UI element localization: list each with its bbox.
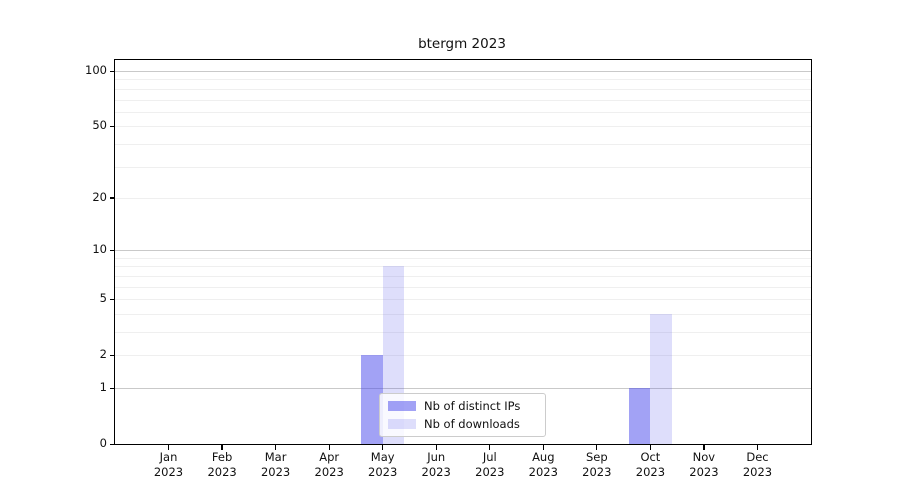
minor-gridline <box>115 257 811 259</box>
y-tick-label: 2 <box>99 347 107 362</box>
y-tick-mark <box>110 354 114 357</box>
x-tick-label: Jun 2023 <box>421 450 451 479</box>
x-tick-label: Sep 2023 <box>582 450 612 479</box>
y-tick-label: 100 <box>85 63 107 77</box>
legend-row: Nb of downloads <box>380 417 545 432</box>
x-tick-label: Nov 2023 <box>689 450 719 479</box>
x-tick-label: Dec 2023 <box>742 450 773 479</box>
x-tick-mark <box>542 445 544 450</box>
chart-title: btergm 2023 <box>418 36 506 52</box>
minor-gridline <box>115 313 811 315</box>
minor-gridline <box>115 143 811 145</box>
x-tick-mark <box>435 445 437 450</box>
x-tick-label: Jul 2023 <box>475 450 505 479</box>
minor-gridline <box>115 266 811 268</box>
y-tick-mark <box>110 249 114 252</box>
x-tick-mark <box>703 445 705 450</box>
minor-gridline <box>115 111 811 113</box>
x-tick-label: Feb 2023 <box>207 450 237 479</box>
legend-label-downloads: Nb of downloads <box>424 417 520 431</box>
y-tick-mark <box>110 197 114 199</box>
minor-gridline <box>115 355 811 357</box>
x-tick-mark <box>382 445 384 450</box>
minor-gridline <box>115 332 811 333</box>
minor-gridline <box>115 275 811 277</box>
x-tick-mark <box>489 445 491 450</box>
legend: Nb of distinct IPs Nb of downloads <box>379 393 546 437</box>
x-tick-label: Jan 2023 <box>153 450 184 479</box>
x-tick-label: Oct 2023 <box>635 450 666 479</box>
y-tick-mark <box>110 387 114 389</box>
x-tick-mark <box>649 445 652 450</box>
x-tick-label: May 2023 <box>368 450 398 479</box>
major-gridline <box>115 388 811 389</box>
minor-gridline <box>115 286 811 288</box>
minor-gridline <box>115 126 811 128</box>
bar-oct-downloads <box>650 313 672 444</box>
y-tick-label: 10 <box>92 242 107 257</box>
y-tick-label: 20 <box>92 189 107 204</box>
minor-gridline <box>115 79 811 81</box>
y-tick-label: 1 <box>99 380 107 394</box>
x-tick-mark <box>328 445 330 450</box>
minor-gridline <box>115 88 811 90</box>
x-tick-mark <box>274 445 277 450</box>
legend-label-distinct-ips: Nb of distinct IPs <box>424 399 521 413</box>
minor-gridline <box>115 197 811 199</box>
major-gridline <box>115 71 811 72</box>
y-tick-mark <box>110 443 114 445</box>
y-tick-mark <box>110 70 114 72</box>
x-tick-label: Aug 2023 <box>528 450 558 479</box>
legend-row: Nb of distinct IPs <box>380 399 545 414</box>
y-tick-label: 0 <box>99 436 107 450</box>
major-gridline <box>115 250 811 252</box>
x-tick-mark <box>596 445 598 450</box>
x-tick-mark <box>221 445 223 450</box>
y-tick-label: 50 <box>92 118 107 133</box>
plot-area: 0 1 2 5 10 20 50 100 Jan 2023 Feb 2023 Mar 2023 Apr 202… <box>85 59 812 479</box>
minor-gridline <box>115 166 811 168</box>
bar-oct-distinct-ips <box>629 388 651 444</box>
minor-gridline <box>115 299 811 301</box>
legend-swatch-distinct-ips <box>388 401 416 411</box>
bar-may-distinct-ips <box>361 355 383 444</box>
y-tick-label: 5 <box>99 291 107 306</box>
x-tick-label: Mar 2023 <box>260 450 291 479</box>
minor-gridline <box>115 99 811 101</box>
y-tick-mark <box>110 298 114 301</box>
x-tick-label: Apr 2023 <box>314 450 344 479</box>
x-tick-mark <box>167 445 170 450</box>
legend-swatch-downloads <box>388 419 416 429</box>
y-tick-mark <box>110 125 114 128</box>
x-tick-mark <box>756 445 759 450</box>
